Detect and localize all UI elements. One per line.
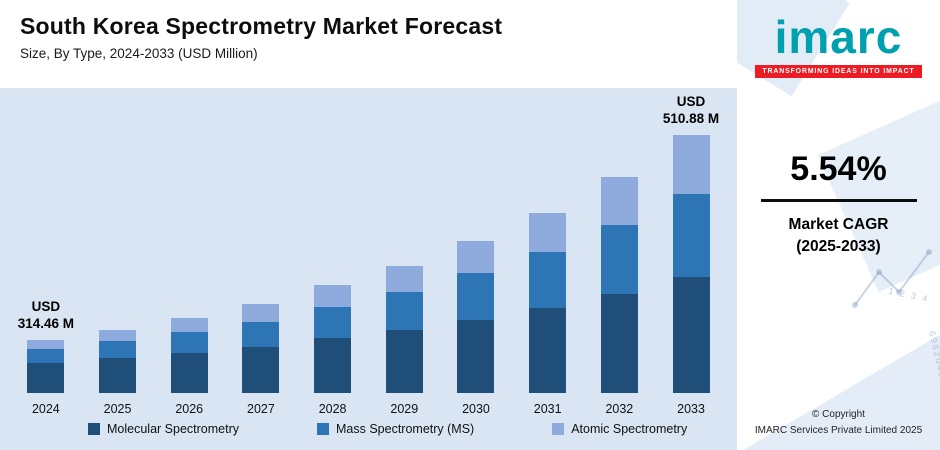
page-title: South Korea Spectrometry Market Forecast	[20, 13, 503, 39]
x-axis-label: 2030	[462, 402, 490, 416]
bar-segment	[27, 340, 65, 349]
bar-segment	[600, 225, 638, 294]
brand-sidebar: 6982048 1 2 3 4 imarc TRANSFORMING IDEAS…	[737, 0, 940, 450]
bar-group-2025: 2025	[83, 330, 153, 416]
bar-segment	[385, 266, 423, 292]
bar-segment	[672, 277, 710, 393]
bar-stack-2032	[600, 177, 638, 393]
bar-stack-2026	[170, 318, 208, 393]
bar-group-2026: 2026	[154, 318, 224, 416]
bar-segment	[600, 177, 638, 225]
x-axis-label: 2025	[103, 402, 132, 416]
bar-group-2027: 2027	[226, 304, 296, 416]
bar-group-2031: 2031	[513, 213, 583, 416]
bar-segment	[600, 294, 638, 393]
bar-stack-2033	[672, 135, 710, 393]
bar-segment	[529, 308, 567, 393]
bar-segment	[314, 285, 352, 307]
bar-group-2029: 2029	[369, 266, 439, 416]
bar-segment	[314, 307, 352, 338]
bar-segment	[672, 135, 710, 194]
bar-stack-2028	[314, 285, 352, 393]
x-axis-label: 2026	[175, 402, 204, 416]
bar-group-2030: 2030	[441, 241, 511, 416]
legend-label: Atomic Spectrometry	[571, 422, 688, 436]
cagr-label-line2: (2025-2033)	[796, 238, 881, 256]
cagr-label-line1: Market CAGR	[788, 216, 889, 233]
bar-stack-2030	[457, 241, 495, 393]
x-axis-label: 2031	[533, 402, 562, 416]
bar-segment	[242, 304, 280, 322]
bar-segment	[170, 353, 208, 393]
cagr-block: 5.54% Market CAGR (2025-2033)	[760, 150, 917, 259]
imarc-logo-text: imarc	[774, 11, 903, 63]
bar-segment	[457, 320, 495, 393]
bar-segment	[99, 330, 137, 341]
legend-swatch	[317, 423, 329, 435]
bar-segment	[385, 330, 423, 393]
bar-group-2032: 2032	[584, 177, 654, 416]
x-axis-label: 2028	[318, 402, 347, 416]
copyright-line1: © Copyright	[812, 409, 865, 420]
legend-item: Mass Spectrometry (MS)	[317, 422, 474, 436]
legend-label: Mass Spectrometry (MS)	[336, 422, 475, 436]
bar-group-2028: 2028	[298, 285, 368, 416]
x-axis-label: 2027	[247, 402, 275, 416]
cagr-divider	[760, 199, 917, 202]
bar-segment	[99, 341, 137, 358]
legend-swatch	[552, 423, 565, 435]
bar-stack-2031	[529, 213, 567, 393]
legend-item: Atomic Spectrometry	[552, 422, 687, 436]
decorative-number: 6982048	[926, 329, 940, 380]
bar-segment	[170, 318, 208, 332]
cagr-value: 5.54%	[790, 150, 887, 188]
bar-segment	[529, 213, 567, 252]
bar-segment	[99, 358, 137, 393]
bar-stack-2024	[27, 340, 65, 393]
bar-segment	[385, 292, 423, 330]
copyright-line2: IMARC Services Private Limited 2025	[754, 424, 923, 436]
legend-label: Molecular Spectrometry	[107, 422, 239, 436]
bar-segment	[457, 273, 495, 320]
copyright: © Copyright IMARC Services Private Limit…	[737, 407, 940, 438]
page-subtitle: Size, By Type, 2024-2033 (USD Million)	[20, 46, 258, 61]
imarc-logo-tagline: TRANSFORMING IDEAS INTO IMPACT	[755, 65, 922, 78]
bar-segment	[672, 194, 710, 277]
legend-swatch	[88, 423, 100, 435]
bar-group-2033: USD 510.88 M 2033	[656, 93, 726, 416]
bar-segment	[27, 349, 65, 363]
bar-stack-2025	[99, 330, 137, 393]
imarc-logo: imarc TRANSFORMING IDEAS INTO IMPACT	[755, 11, 922, 78]
bar-stack-2029	[385, 266, 423, 393]
x-axis-label: 2024	[31, 402, 60, 416]
bar-chart: USD 314.46 M 2024 2025 2026 2027 2028 2029 2030 2…	[10, 93, 727, 416]
x-axis-label: 2033	[677, 402, 705, 416]
decorative-number: 1 2 3 4	[887, 285, 931, 305]
bar-segment	[529, 252, 567, 308]
legend-item: Molecular Spectrometry	[88, 422, 239, 436]
bar-segment	[457, 241, 495, 273]
bar-annotation-2024: USD 314.46 M	[17, 298, 74, 332]
x-axis-label: 2032	[605, 402, 634, 416]
bar-segment	[27, 363, 65, 393]
bar-segment	[314, 338, 352, 393]
x-axis-label: 2029	[390, 402, 419, 416]
bar-segment	[170, 332, 208, 353]
bar-segment	[242, 322, 280, 347]
bar-stack-2027	[242, 304, 280, 393]
cagr-label: Market CAGR (2025-2033)	[761, 214, 917, 259]
chart-area: USD 314.46 M 2024 2025 2026 2027 2028 2029 2030 2…	[0, 88, 737, 416]
chart-header: South Korea Spectrometry Market Forecast…	[0, 0, 737, 88]
chart-legend: Molecular Spectrometry Mass Spectrometry …	[0, 416, 737, 450]
bar-segment	[242, 347, 280, 393]
bar-annotation-2033: USD 510.88 M	[662, 93, 720, 127]
bar-group-2024: USD 314.46 M 2024	[11, 298, 81, 416]
chart-panel: South Korea Spectrometry Market Forecast…	[0, 0, 737, 450]
